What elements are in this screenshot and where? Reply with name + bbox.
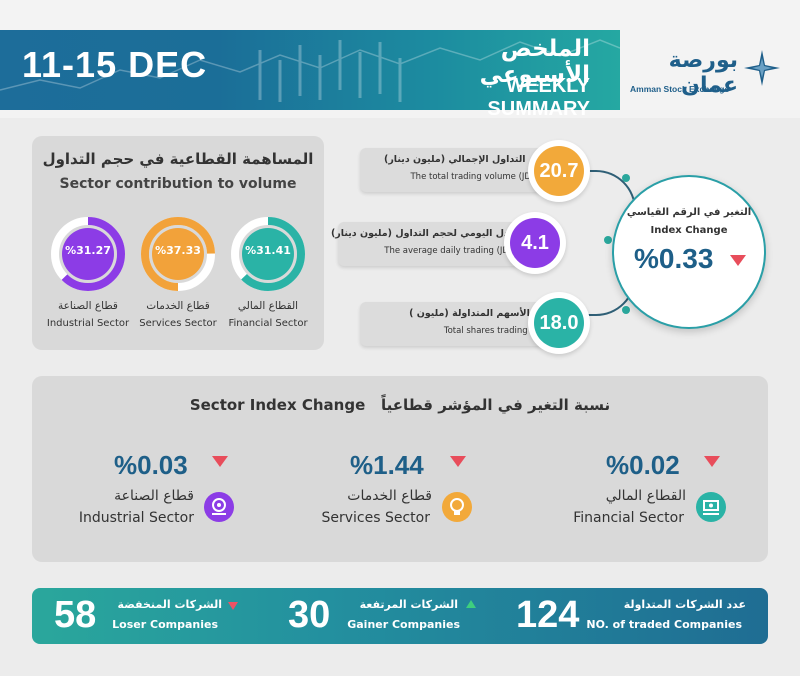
industrial-sector-label-arabic: قطاع الصناعة (114, 488, 194, 504)
daily-average-value: 4.1 (510, 218, 560, 268)
index-change-label-arabic: التغير في الرقم القياسي (626, 207, 752, 218)
logo-text-arabic: بورصة عمان (668, 48, 738, 98)
industrial-donut-arc (51, 217, 125, 291)
down-arrow-icon (450, 456, 466, 467)
title-english: WEEKLY SUMMARY (487, 75, 590, 120)
title-arabic: الملخص الأسبوعي (479, 36, 590, 88)
services-sector-label-english: Services Sector (321, 510, 431, 526)
sector-contribution-panel: المساهمة القطاعية في حجم التداول Sector … (32, 136, 324, 350)
compass-star-icon (744, 50, 780, 86)
industrial-sector-label-english: Industrial Sector (78, 510, 194, 526)
ase-logo: بورصة عمان Amman Stock Exchange (628, 38, 788, 108)
traded-companies-label-english: NO. of traded Companies (586, 618, 742, 631)
daily-average-badge: 4.1 (504, 212, 566, 274)
industrial-index-change-value: %0.03 (114, 450, 188, 480)
industrial-label-english: Industrial Sector (46, 318, 130, 329)
industrial-label-arabic: قطاع الصناعة (58, 300, 118, 312)
index-change-value: %0.33 (634, 243, 714, 274)
financial-sector-label-english: Financial Sector (573, 510, 684, 526)
down-arrow-icon (212, 456, 228, 467)
connector-dot (622, 174, 630, 182)
financial-index-change-value: %0.02 (606, 450, 680, 480)
daily-average-label-arabic: المعدل اليومي لحجم التداول (مليون دينار) (330, 228, 528, 239)
week-date-range: 11-15 DEC (22, 44, 208, 85)
sector-index-title: Sector Index Change نسبة التغير في المؤش… (32, 396, 768, 414)
financial-donut-arc (231, 217, 305, 291)
up-arrow-icon (466, 600, 476, 608)
money-glyph (703, 500, 719, 515)
traded-companies-count: 124 (516, 594, 580, 636)
loser-companies-count: 58 (54, 594, 97, 636)
shares-traded-badge: 18.0 (528, 292, 590, 354)
loser-companies-label-english: Loser Companies (112, 618, 218, 631)
industrial-donut-core (62, 228, 114, 280)
index-change-label-english: Index Change (650, 225, 728, 236)
services-donut-chart (141, 217, 215, 291)
financial-donut-chart (231, 217, 305, 291)
industrial-donut-chart (51, 217, 125, 291)
daily-average-label-english: The average daily trading (JD mil) (384, 246, 528, 256)
gainer-companies-count: 30 (288, 594, 331, 636)
lightbulb-glyph (450, 498, 464, 515)
sector-index-change-panel: Sector Index Change نسبة التغير في المؤش… (32, 376, 768, 562)
services-label-english: Services Sector (139, 318, 217, 329)
loser-companies-label-arabic: الشركات المنخفضة (117, 598, 222, 611)
services-label-arabic: قطاع الخدمات (146, 300, 210, 312)
stock-chart-decoration (0, 39, 620, 102)
services-donut: %37.33 (140, 216, 216, 292)
contribution-title-english: Sector contribution to volume (59, 176, 297, 192)
header-banner (0, 30, 620, 110)
shares-traded-label-arabic: عدد الأسهم المتداولة (مليون ) (409, 308, 550, 319)
shares-traded-value: 18.0 (534, 298, 584, 348)
total-volume-badge: 20.7 (528, 140, 590, 202)
sector-index-title-english: Sector Index Change (189, 396, 366, 414)
financial-sector-label-arabic: القطاع المالي (605, 488, 686, 504)
financial-label-arabic: القطاع المالي (237, 300, 299, 312)
lightbulb-icon (442, 492, 472, 522)
total-volume-value: 20.7 (534, 146, 584, 196)
down-arrow-icon (228, 602, 238, 610)
gear-hand-icon (204, 492, 234, 522)
gear-glyph (212, 498, 226, 515)
index-change-circle: التغير في الرقم القياسي Index Change %0.… (612, 175, 766, 329)
services-donut-arc (141, 217, 215, 291)
gainer-companies-label-english: Gainer Companies (347, 618, 460, 631)
down-arrow-icon (704, 456, 720, 467)
services-donut-core (152, 228, 204, 280)
money-hand-icon (696, 492, 726, 522)
financial-label-english: Financial Sector (228, 318, 308, 329)
companies-footer: 58 الشركات المنخفضة Loser Companies 30 ا… (32, 588, 768, 644)
shares-traded-label-english: Total shares trading (mil) (443, 326, 550, 336)
sector-index-title-arabic: نسبة التغير في المؤشر قطاعياً (380, 396, 611, 414)
services-index-change-value: %1.44 (350, 450, 424, 480)
connector-dot (622, 306, 630, 314)
connector-dot (604, 236, 612, 244)
total-volume-card: حجم التداول الإجمالي (مليون دينار) The t… (360, 148, 560, 192)
total-volume-label-english: The total trading volume (JD mil) (410, 172, 550, 182)
header: 11-15 DEC الملخص الأسبوعي WEEKLY SUMMARY… (0, 0, 800, 120)
total-volume-label-arabic: حجم التداول الإجمالي (مليون دينار) (384, 154, 550, 165)
down-arrow-icon (730, 255, 746, 266)
financial-donut: %31.41 (230, 216, 306, 292)
logo-text-english: Amman Stock Exchange (630, 84, 730, 94)
industrial-donut: %31.27 (50, 216, 126, 292)
traded-companies-label-arabic: عدد الشركات المتداولة (623, 598, 746, 611)
contribution-title-arabic: المساهمة القطاعية في حجم التداول (42, 150, 314, 168)
financial-share-value: %31.41 (245, 244, 291, 257)
services-share-value: %37.33 (155, 244, 201, 257)
shares-traded-card: عدد الأسهم المتداولة (مليون ) Total shar… (360, 302, 560, 346)
industrial-share-value: %31.27 (65, 244, 111, 257)
financial-donut-core (242, 228, 294, 280)
services-sector-label-arabic: قطاع الخدمات (347, 488, 432, 504)
gainer-companies-label-arabic: الشركات المرتفعة (359, 598, 458, 611)
